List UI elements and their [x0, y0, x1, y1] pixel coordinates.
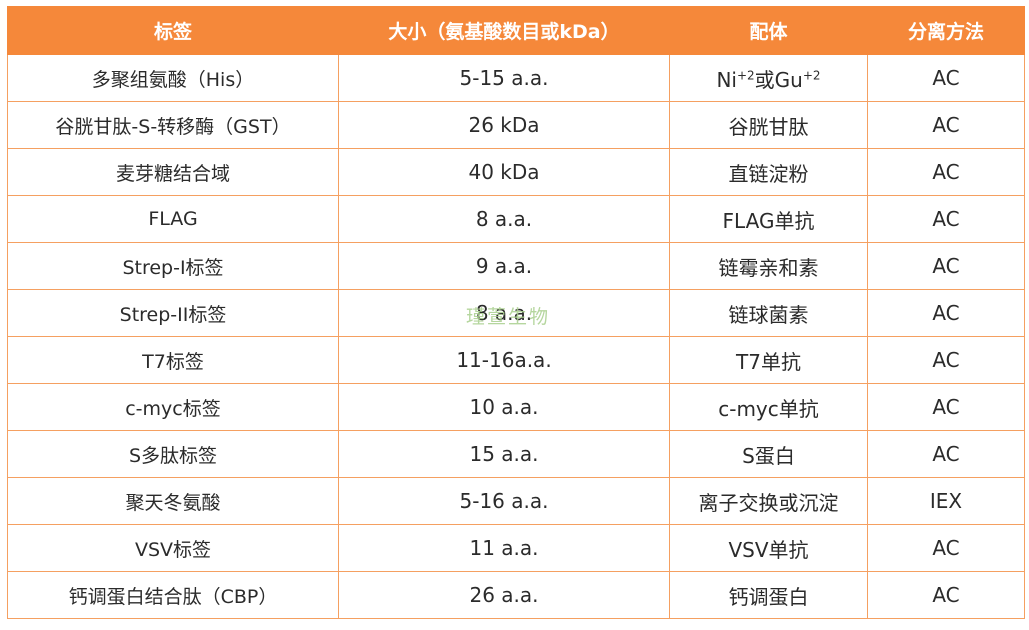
tag-cell: 麦芽糖结合域 [7, 148, 339, 196]
method-cell: AC [867, 289, 1025, 337]
tag-cell: 钙调蛋白结合肽（CBP） [7, 571, 339, 619]
method-cell: AC [867, 242, 1025, 290]
tag-cell: VSV标签 [7, 524, 339, 572]
size-cell: 26 kDa [338, 101, 670, 149]
ligand-cell: T7单抗 [669, 336, 868, 384]
method-cell: IEX [867, 477, 1025, 525]
tag-cell: 聚天冬氨酸 [7, 477, 339, 525]
ligand-cell: 谷胱甘肽 [669, 101, 868, 149]
tag-cell: Strep-I标签 [7, 242, 339, 290]
method-cell: AC [867, 54, 1025, 102]
table-row: Strep-II标签 8 a.a. 链球菌素 AC [7, 289, 1025, 337]
header-tag: 标签 [7, 6, 339, 55]
table-row: 聚天冬氨酸 5-16 a.a. 离子交换或沉淀 IEX [7, 477, 1025, 525]
tag-cell: S多肽标签 [7, 430, 339, 478]
ligand-cell: 链霉亲和素 [669, 242, 868, 290]
size-cell: 15 a.a. [338, 430, 670, 478]
size-cell: 11 a.a. [338, 524, 670, 572]
table-row: c-myc标签 10 a.a. c-myc单抗 AC [7, 383, 1025, 431]
table-row: 麦芽糖结合域 40 kDa 直链淀粉 AC [7, 148, 1025, 196]
table-row: 钙调蛋白结合肽（CBP） 26 a.a. 钙调蛋白 AC [7, 571, 1025, 619]
ligand-superscript: +2 [736, 67, 755, 82]
method-cell: AC [867, 571, 1025, 619]
table-header: 标签 大小（氨基酸数目或kDa） 配体 分离方法 [7, 6, 1025, 55]
table-row: FLAG 8 a.a. FLAG单抗 AC [7, 195, 1025, 243]
method-cell: AC [867, 101, 1025, 149]
ligand-cell: VSV单抗 [669, 524, 868, 572]
tag-cell: 谷胱甘肽-S-转移酶（GST） [7, 101, 339, 149]
ligand-cell: 链球菌素 [669, 289, 868, 337]
tag-cell: c-myc标签 [7, 383, 339, 431]
size-cell: 11-16a.a. [338, 336, 670, 384]
size-cell: 10 a.a. [338, 383, 670, 431]
ligand-cell: 钙调蛋白 [669, 571, 868, 619]
tag-cell: T7标签 [7, 336, 339, 384]
size-cell: 40 kDa [338, 148, 670, 196]
header-method: 分离方法 [867, 6, 1025, 55]
ligand-cell: 离子交换或沉淀 [669, 477, 868, 525]
fusion-tag-table: 标签 大小（氨基酸数目或kDa） 配体 分离方法 多聚组氨酸（His） 5-15… [7, 6, 1025, 619]
tag-cell: FLAG [7, 195, 339, 243]
tag-cell: Strep-II标签 [7, 289, 339, 337]
table-body: 多聚组氨酸（His） 5-15 a.a. Ni+2或Gu+2 AC 谷胱甘肽-S… [7, 54, 1025, 619]
header-row: 标签 大小（氨基酸数目或kDa） 配体 分离方法 [7, 6, 1025, 55]
ligand-text: Ni [716, 67, 737, 92]
size-cell: 9 a.a. [338, 242, 670, 290]
method-cell: AC [867, 383, 1025, 431]
ligand-text: 或Gu [754, 67, 803, 92]
table-row: 多聚组氨酸（His） 5-15 a.a. Ni+2或Gu+2 AC [7, 54, 1025, 102]
tag-cell: 多聚组氨酸（His） [7, 54, 339, 102]
ligand-superscript: +2 [802, 67, 821, 82]
method-cell: AC [867, 336, 1025, 384]
size-cell: 5-15 a.a. [338, 54, 670, 102]
size-cell: 26 a.a. [338, 571, 670, 619]
table-row: S多肽标签 15 a.a. S蛋白 AC [7, 430, 1025, 478]
size-cell: 8 a.a. [338, 195, 670, 243]
method-cell: AC [867, 524, 1025, 572]
ligand-cell: 直链淀粉 [669, 148, 868, 196]
ligand-cell: c-myc单抗 [669, 383, 868, 431]
ligand-cell: Ni+2或Gu+2 [669, 54, 868, 102]
method-cell: AC [867, 430, 1025, 478]
method-cell: AC [867, 148, 1025, 196]
ligand-cell: FLAG单抗 [669, 195, 868, 243]
size-cell: 5-16 a.a. [338, 477, 670, 525]
method-cell: AC [867, 195, 1025, 243]
header-size: 大小（氨基酸数目或kDa） [338, 6, 670, 55]
ligand-cell: S蛋白 [669, 430, 868, 478]
table-row: T7标签 11-16a.a. T7单抗 AC [7, 336, 1025, 384]
table-row: VSV标签 11 a.a. VSV单抗 AC [7, 524, 1025, 572]
table-row: 谷胱甘肽-S-转移酶（GST） 26 kDa 谷胱甘肽 AC [7, 101, 1025, 149]
size-cell: 8 a.a. [338, 289, 670, 337]
header-ligand: 配体 [669, 6, 868, 55]
table-row: Strep-I标签 9 a.a. 链霉亲和素 AC [7, 242, 1025, 290]
